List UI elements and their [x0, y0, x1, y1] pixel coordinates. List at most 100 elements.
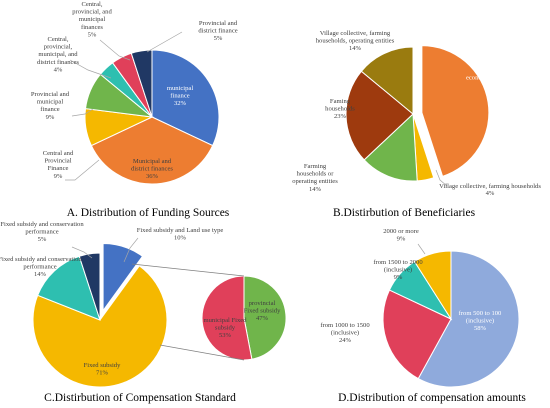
slice-label-line: (inclusive) — [331, 330, 359, 337]
pie-slice — [243, 275, 287, 360]
slice-label: Central, provincial, and municipal finances… — [72, 1, 112, 38]
pie-slice — [345, 70, 414, 161]
slice-label-line: municipal — [79, 16, 106, 23]
slice-label-line: 5% — [38, 236, 47, 243]
leader-line — [435, 169, 448, 187]
slice-label-line: Provincial and — [31, 91, 70, 98]
slice-label-line: 2000 or more — [383, 228, 419, 235]
slice-label-line: Faming — [330, 98, 351, 105]
slice-label-line: finance — [170, 93, 189, 100]
slice-label-line: 5% — [88, 31, 97, 38]
slice-label-line: 36% — [146, 173, 159, 180]
slice-label-line: 24% — [339, 337, 352, 344]
slice-label: Central, provincial, municipal, and distric… — [37, 36, 79, 73]
slice-label-line: 4% — [486, 190, 495, 197]
slice-label-line: Farming — [304, 163, 327, 170]
slice-label-line: Central, — [81, 1, 102, 8]
slice-label-line: Central, — [47, 36, 68, 43]
slice-label: municipal Fixed subsidy 53% — [203, 317, 247, 339]
pie-slice — [417, 250, 520, 388]
pie-slice — [130, 49, 153, 118]
slice-label-line: finances — [81, 24, 103, 31]
leader-line — [123, 237, 139, 263]
slice-label-line: operating entities — [292, 178, 338, 185]
slice-label-line: from 1000 to 1500 — [320, 322, 370, 329]
slice-label-line: Fixed subsidy — [84, 362, 122, 369]
slice-label-line: municipal Fixed — [203, 317, 247, 324]
slice-label-line: 32% — [174, 100, 187, 107]
slice-label: Municipal and district finances 36% — [131, 158, 173, 180]
slice-label: from 1500 to 2000 (inclusive) 9% — [373, 259, 423, 281]
chart-title: C.Distirbution of Compensation Standard — [44, 392, 236, 404]
pie-slices — [32, 45, 520, 388]
slice-label: Central and Provincial Finance 9% — [43, 150, 74, 180]
slice-label-line: 5% — [214, 35, 223, 42]
slice-label-line: Fixed subsidy and conservation — [0, 256, 82, 263]
pie-slice — [151, 49, 220, 147]
slice-label: provincial Fixed subsidy 47% — [244, 300, 282, 322]
leader-line — [69, 59, 112, 79]
slice-label-line: 53% — [219, 332, 232, 339]
slice-label-line: Municipal and — [133, 158, 172, 165]
slice-label-line: finance — [40, 106, 59, 113]
slice-label-line: provincial, and — [72, 9, 112, 16]
connector-line — [131, 263, 245, 277]
slice-label: Fixed subsidy 71% — [84, 362, 122, 377]
slice-label-line: (inclusive) — [384, 267, 412, 274]
slice-label-line: households, operating entities — [316, 38, 395, 45]
slice-label: Village collective, farming households, o… — [316, 30, 395, 52]
slice-label-line: households or — [297, 171, 335, 178]
pie-slice — [360, 46, 414, 116]
slice-label-line: 9% — [397, 236, 406, 243]
slice-label-line: from 1500 to 2000 — [373, 259, 423, 266]
slice-label: 2000 or more 9% — [383, 228, 419, 243]
slice-label-line: economic organization — [466, 75, 527, 82]
slice-label-line: Village collective — [473, 67, 519, 74]
slice-label-line: 71% — [96, 370, 109, 377]
slice-label-line: 58% — [474, 325, 487, 332]
slice-label-line: Provincial — [44, 158, 71, 165]
chart-title: B.Distirbution of Beneficiaries — [333, 207, 476, 219]
slice-label: Provincial and municipal finance 9% — [31, 91, 70, 121]
slice-label-line: Finance — [48, 165, 69, 172]
pie-slice — [363, 112, 418, 182]
slice-label: municipal finance 32% — [167, 85, 194, 107]
slice-label: Fixed subsidy and Land use type 10% — [137, 227, 224, 242]
slice-label: Fixed subsidy and conservation performanc… — [0, 221, 84, 243]
slice-label-line: Fixed subsidy — [244, 308, 282, 315]
slice-label-line: 9% — [46, 114, 55, 121]
slice-label-line: 14% — [349, 45, 362, 52]
slice-label-line: (inclusive) — [466, 318, 494, 325]
slice-label-line: Village collective, farming — [320, 30, 391, 37]
pie-slice — [102, 242, 144, 313]
slice-label: Faming households 23% — [325, 98, 355, 120]
slice-label-line: Village collective, farming households — [439, 183, 541, 190]
slice-label-line: performance — [25, 229, 58, 236]
slice-label-line: provincial — [249, 300, 276, 307]
slice-label-line: 9% — [394, 274, 403, 281]
slice-label: Village collective economic organization 4… — [466, 67, 527, 89]
slice-label-line: municipal — [37, 99, 64, 106]
slice-label-line: district finances — [131, 166, 173, 173]
slice-label: Provincial and district finance 5% — [198, 20, 238, 42]
slice-label-line: district finances — [37, 59, 79, 66]
slice-label-line: 45% — [490, 82, 503, 89]
slice-label: Fixed subsidy and conservation performanc… — [0, 256, 82, 278]
slice-label-line: 23% — [334, 113, 347, 120]
slice-label-line: 14% — [34, 271, 47, 278]
pie-slice — [421, 45, 490, 177]
connector-line — [159, 344, 245, 361]
pie-slice — [32, 265, 168, 388]
leader-line — [99, 39, 131, 61]
connector-lines — [131, 263, 245, 361]
slice-label-line: Provincial and — [199, 20, 238, 27]
slice-label-line: from 500 to 100 — [459, 310, 502, 317]
pie-slice — [78, 252, 101, 321]
slice-label-line: 4% — [54, 66, 63, 73]
slice-label-line: 14% — [309, 186, 322, 193]
slice-label: Village collective, farming households 4% — [439, 183, 541, 197]
slice-label: from 1000 to 1500 (inclusive) 24% — [320, 322, 370, 344]
slice-label-line: Fixed subsidy and conservation — [0, 221, 84, 228]
leader-line — [71, 108, 94, 117]
